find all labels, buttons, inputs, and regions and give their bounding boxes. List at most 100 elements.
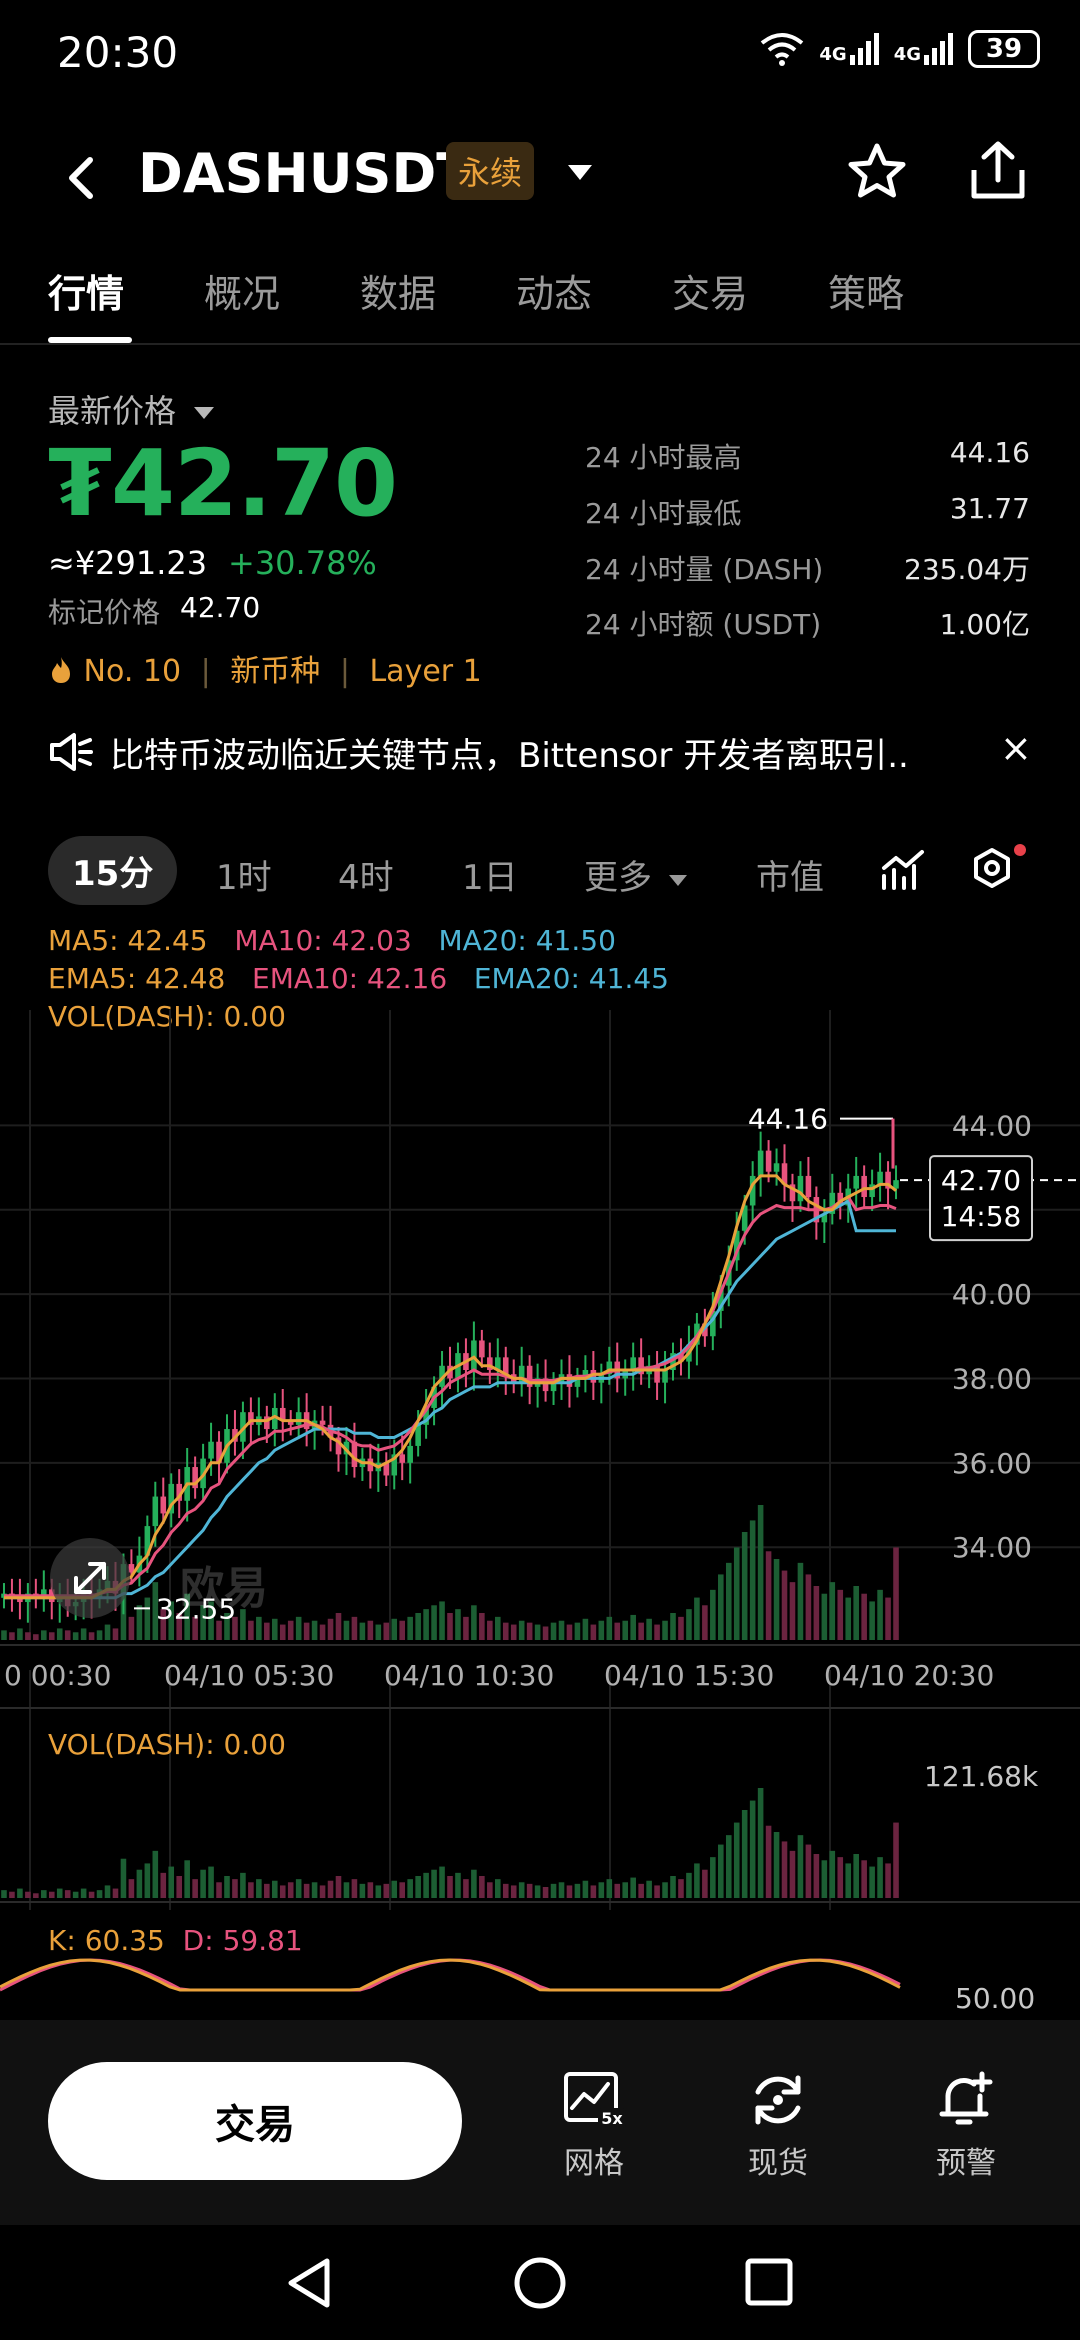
main-volume-bar bbox=[741, 1532, 748, 1640]
volume-bar bbox=[9, 1891, 15, 1898]
nav-back-icon[interactable] bbox=[283, 2255, 335, 2311]
volume-bar bbox=[733, 1822, 740, 1898]
main-volume-bar bbox=[447, 1613, 453, 1640]
main-volume-bar bbox=[383, 1622, 390, 1640]
indicator-icon[interactable] bbox=[880, 848, 926, 894]
volume-bar bbox=[80, 1888, 87, 1898]
volume-bar bbox=[749, 1800, 756, 1898]
candle-body bbox=[383, 1462, 390, 1476]
candle-body bbox=[654, 1365, 660, 1383]
x-tick-label: 04/10 05:30 bbox=[164, 1659, 334, 1692]
main-volume-bar bbox=[526, 1622, 533, 1640]
chart-settings-icon[interactable] bbox=[968, 844, 1028, 898]
nav-recents-icon[interactable] bbox=[744, 2257, 794, 2307]
interval-1h[interactable]: 1时 bbox=[216, 858, 272, 898]
bottom-action-bar: 交易 5x 网格 现货 预警 bbox=[0, 2020, 1080, 2225]
x-axis-labels: 0 00:30 04/10 05:30 04/10 10:30 04/10 15:30… bbox=[4, 1659, 994, 1692]
main-volume-bar bbox=[96, 1630, 103, 1640]
news-close-button[interactable]: × bbox=[1000, 726, 1032, 770]
candle-body bbox=[877, 1171, 883, 1185]
candle-body bbox=[495, 1357, 501, 1370]
y-tick-label: 38.00 bbox=[952, 1362, 1032, 1395]
candle-body bbox=[479, 1340, 485, 1358]
symbol-dropdown-icon[interactable] bbox=[565, 160, 595, 184]
tab-data[interactable]: 数据 bbox=[360, 272, 437, 316]
volume-bar bbox=[566, 1885, 573, 1898]
favorite-star-icon[interactable] bbox=[845, 140, 909, 204]
stat-24h-low: 24 小时最低 31.77 bbox=[585, 492, 1030, 530]
latest-price-label[interactable]: 最新价格 bbox=[48, 386, 216, 432]
current-price-label: 42.70 bbox=[941, 1164, 1021, 1197]
grid-trading-button[interactable]: 5x 网格 bbox=[534, 2070, 654, 2182]
main-volume-bar bbox=[248, 1620, 254, 1640]
tab-strategy[interactable]: 策略 bbox=[828, 272, 905, 316]
volume-bar bbox=[797, 1835, 804, 1898]
interval-15m[interactable]: 15分 bbox=[48, 836, 178, 905]
spot-button[interactable]: 现货 bbox=[718, 2070, 838, 2182]
new-coin-tag[interactable]: 新币种 bbox=[230, 654, 321, 689]
bell-plus-icon bbox=[939, 2071, 993, 2125]
interval-more[interactable]: 更多 bbox=[584, 850, 689, 899]
nav-home-icon[interactable] bbox=[512, 2255, 568, 2311]
interval-1d[interactable]: 1日 bbox=[462, 858, 518, 898]
market-cap-toggle[interactable]: 市值 bbox=[756, 858, 824, 898]
main-volume-bar bbox=[184, 1593, 190, 1640]
volume-bar bbox=[383, 1883, 390, 1898]
volume-bar bbox=[407, 1879, 413, 1898]
rank-tag[interactable]: No. 10 bbox=[83, 654, 182, 689]
main-volume-bar bbox=[598, 1620, 605, 1640]
volume-bar bbox=[455, 1872, 461, 1898]
main-volume-bar bbox=[232, 1616, 238, 1640]
main-volume-bar bbox=[176, 1613, 182, 1640]
interval-4h[interactable]: 4时 bbox=[338, 858, 394, 898]
tab-news[interactable]: 动态 bbox=[516, 272, 593, 316]
main-volume-bar bbox=[152, 1582, 159, 1640]
main-volume-bar bbox=[104, 1624, 111, 1640]
candle-body bbox=[487, 1357, 493, 1370]
tab-market[interactable]: 行情 bbox=[48, 272, 125, 316]
candle-body bbox=[144, 1526, 151, 1556]
volume-bar bbox=[112, 1888, 119, 1898]
main-volume-bar bbox=[256, 1616, 262, 1640]
volume-bar bbox=[25, 1891, 31, 1898]
tab-overview[interactable]: 概况 bbox=[204, 272, 281, 316]
price-type-dropdown-icon[interactable] bbox=[192, 403, 216, 423]
main-volume-bar bbox=[558, 1620, 565, 1640]
kdj-k-value: K: 60.35 bbox=[48, 1924, 165, 1957]
main-volume-bar bbox=[1, 1630, 7, 1640]
candle-body bbox=[518, 1365, 525, 1383]
volume-bar bbox=[303, 1883, 310, 1898]
stat-24h-volume: 24 小时量 (DASH) 235.04万 bbox=[585, 553, 1030, 586]
candle-body bbox=[1, 1593, 7, 1598]
trade-button[interactable]: 交易 bbox=[48, 2062, 462, 2180]
candle-body bbox=[710, 1310, 716, 1337]
price-alert-button[interactable]: 预警 bbox=[906, 2070, 1026, 2182]
tab-trade[interactable]: 交易 bbox=[672, 272, 749, 316]
volume-bar bbox=[264, 1883, 270, 1898]
stat-24h-turnover: 24 小时额 (USDT) 1.00亿 bbox=[585, 608, 1030, 641]
main-volume-bar bbox=[192, 1616, 198, 1640]
volume-bar bbox=[638, 1883, 644, 1898]
back-icon[interactable] bbox=[60, 150, 104, 206]
candle-body bbox=[271, 1407, 278, 1430]
ema-readouts: EMA5: 42.48 EMA10: 42.16 EMA20: 41.45 bbox=[48, 962, 669, 995]
main-volume-bar bbox=[725, 1562, 732, 1640]
share-icon[interactable] bbox=[966, 138, 1030, 202]
main-volume-bar bbox=[64, 1630, 71, 1640]
candle-body bbox=[152, 1496, 159, 1527]
volume-bar bbox=[479, 1876, 485, 1898]
kdj-readout: K: 60.35 D: 59.81 bbox=[48, 1924, 303, 1957]
symbol-title[interactable]: DASHUSDT bbox=[138, 142, 474, 205]
layer1-tag[interactable]: Layer 1 bbox=[369, 654, 482, 689]
x-tick-label: 04/10 15:30 bbox=[604, 1659, 774, 1692]
candle-body bbox=[192, 1467, 198, 1489]
news-headline[interactable]: 比特币波动临近关键节点，Bittensor 开发者离职引.. bbox=[110, 736, 909, 776]
candle-body bbox=[789, 1184, 796, 1202]
volume-bar bbox=[805, 1844, 812, 1898]
fullscreen-button[interactable] bbox=[50, 1538, 130, 1618]
main-volume-bar bbox=[423, 1609, 429, 1640]
volume-bar bbox=[200, 1869, 206, 1898]
system-nav-bar bbox=[0, 2225, 1080, 2340]
status-time: 20:30 bbox=[57, 28, 179, 77]
